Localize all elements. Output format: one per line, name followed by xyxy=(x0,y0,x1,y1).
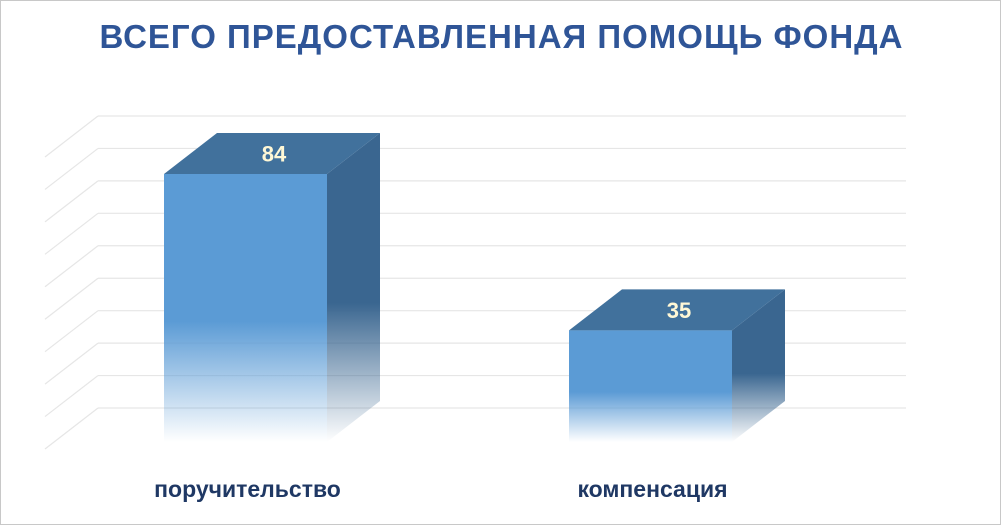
value-label: 35 xyxy=(667,298,691,323)
labels: 84 поручительство 35 компенсация xyxy=(154,142,727,503)
bar-side xyxy=(327,133,380,442)
category-label: поручительство xyxy=(154,476,341,502)
bar-top xyxy=(164,133,380,174)
bar-2 xyxy=(569,289,785,442)
bar-side xyxy=(732,289,785,442)
chart-title: ВСЕГО ПРЕДОСТАВЛЕННАЯ ПОМОЩЬ ФОНДА xyxy=(99,18,904,55)
value-label: 84 xyxy=(262,142,287,167)
gridline xyxy=(44,115,906,158)
bars xyxy=(164,133,785,442)
category-label: компенсация xyxy=(577,476,727,502)
bar-front xyxy=(164,174,327,442)
bar-1 xyxy=(164,133,380,442)
bar-front xyxy=(569,330,732,442)
bar-top xyxy=(569,289,785,331)
